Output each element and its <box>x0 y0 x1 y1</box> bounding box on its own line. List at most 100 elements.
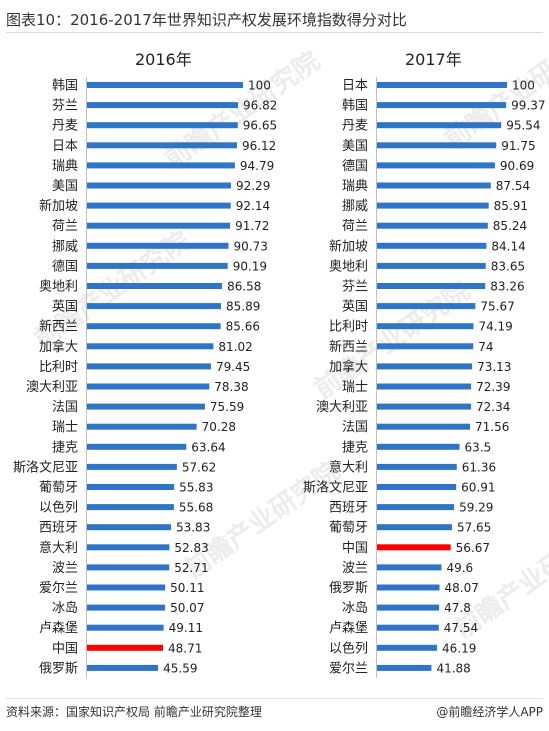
category-label: 奥地利 <box>329 259 368 274</box>
value-label: 90.69 <box>500 159 534 173</box>
category-label: 新西兰 <box>329 339 368 355</box>
bar <box>377 262 486 269</box>
bar <box>87 102 239 109</box>
value-label: 96.82 <box>243 99 277 113</box>
brand-credit: @前瞻经济学人APP <box>436 705 543 719</box>
category-label: 西班牙 <box>39 521 78 536</box>
category-label: 比利时 <box>39 360 78 375</box>
category-label: 瑞士 <box>52 420 78 435</box>
value-label: 74 <box>478 340 493 354</box>
bar <box>377 423 471 430</box>
category-label: 新加坡 <box>39 198 78 214</box>
bar <box>377 343 474 350</box>
category-label: 冰岛 <box>52 600 78 616</box>
bar <box>377 222 488 229</box>
bar <box>377 182 491 189</box>
bar <box>377 484 457 490</box>
bar <box>87 463 177 470</box>
bar <box>87 283 223 289</box>
category-label: 韩国 <box>342 99 368 114</box>
category-label: 俄罗斯 <box>329 581 368 596</box>
value-label: 52.71 <box>174 561 208 575</box>
category-label: 以色列 <box>329 640 368 656</box>
bar <box>377 323 474 330</box>
category-label: 冰岛 <box>342 600 368 616</box>
bar <box>377 102 507 109</box>
category-label: 斯洛文尼亚 <box>13 460 78 475</box>
bar <box>87 484 175 490</box>
value-label: 100 <box>512 79 535 93</box>
value-label: 55.68 <box>179 501 213 515</box>
category-label: 荷兰 <box>342 219 368 234</box>
bar <box>377 403 472 410</box>
bar <box>377 82 507 88</box>
bar <box>377 202 489 209</box>
bar <box>87 363 211 370</box>
value-label: 49.6 <box>446 561 473 575</box>
value-label: 70.28 <box>202 420 236 434</box>
value-label: 61.36 <box>462 460 496 474</box>
value-label: 60.91 <box>461 481 495 495</box>
bar <box>87 82 243 88</box>
bar <box>87 403 205 410</box>
bar <box>87 122 238 129</box>
value-label: 79.45 <box>216 360 250 374</box>
bar <box>377 283 486 289</box>
bar <box>87 323 221 330</box>
category-label: 波兰 <box>52 561 78 576</box>
bar <box>377 463 457 470</box>
bar <box>87 664 159 671</box>
bar <box>377 303 476 310</box>
category-label: 丹麦 <box>52 119 78 134</box>
category-label: 比利时 <box>329 320 368 335</box>
category-label: 瑞士 <box>342 380 368 395</box>
bar <box>87 202 231 209</box>
value-label: 84.14 <box>491 239 525 253</box>
chart-title-2016: 2016年 <box>135 50 192 69</box>
bar <box>377 122 502 129</box>
value-label: 86.58 <box>227 280 261 294</box>
value-label: 52.83 <box>174 541 208 555</box>
category-label: 奥地利 <box>39 280 78 295</box>
value-label: 85.91 <box>494 199 528 213</box>
value-label: 57.62 <box>182 460 216 474</box>
category-label: 加拿大 <box>329 359 368 375</box>
category-label: 以色列 <box>39 500 78 516</box>
category-label: 日本 <box>342 79 368 94</box>
category-label: 新加坡 <box>329 238 368 254</box>
value-label: 90.73 <box>234 239 268 253</box>
category-label: 葡萄牙 <box>329 521 368 536</box>
value-label: 47.8 <box>444 601 471 615</box>
bar <box>87 343 214 350</box>
value-label: 91.75 <box>501 139 535 153</box>
category-label: 葡萄牙 <box>39 481 78 496</box>
value-label: 90.19 <box>233 259 267 273</box>
category-label: 俄罗斯 <box>39 661 78 676</box>
category-label: 芬兰 <box>52 99 78 114</box>
bar <box>87 564 170 571</box>
bar <box>377 524 452 531</box>
bar <box>87 222 231 229</box>
category-label: 澳大利亚 <box>316 399 368 415</box>
value-label: 100 <box>248 79 271 93</box>
value-label: 81.02 <box>218 340 252 354</box>
category-label: 丹麦 <box>342 119 368 134</box>
value-label: 75.59 <box>210 400 244 414</box>
category-label: 挪威 <box>52 239 78 254</box>
value-label: 47.54 <box>444 621 478 635</box>
category-label: 英国 <box>342 300 368 315</box>
value-label: 63.64 <box>191 440 225 454</box>
category-label: 瑞典 <box>342 179 368 194</box>
value-label: 46.19 <box>442 641 476 655</box>
value-label: 92.14 <box>236 199 270 213</box>
bar <box>377 664 432 671</box>
bar <box>377 363 473 370</box>
category-label: 澳大利亚 <box>26 379 78 395</box>
bar <box>377 242 487 249</box>
value-label: 85.66 <box>226 320 260 334</box>
value-label: 71.56 <box>475 420 509 434</box>
category-label: 美国 <box>342 139 368 154</box>
value-label: 87.54 <box>496 179 530 193</box>
value-label: 78.38 <box>214 380 248 394</box>
value-label: 96.65 <box>243 119 277 133</box>
